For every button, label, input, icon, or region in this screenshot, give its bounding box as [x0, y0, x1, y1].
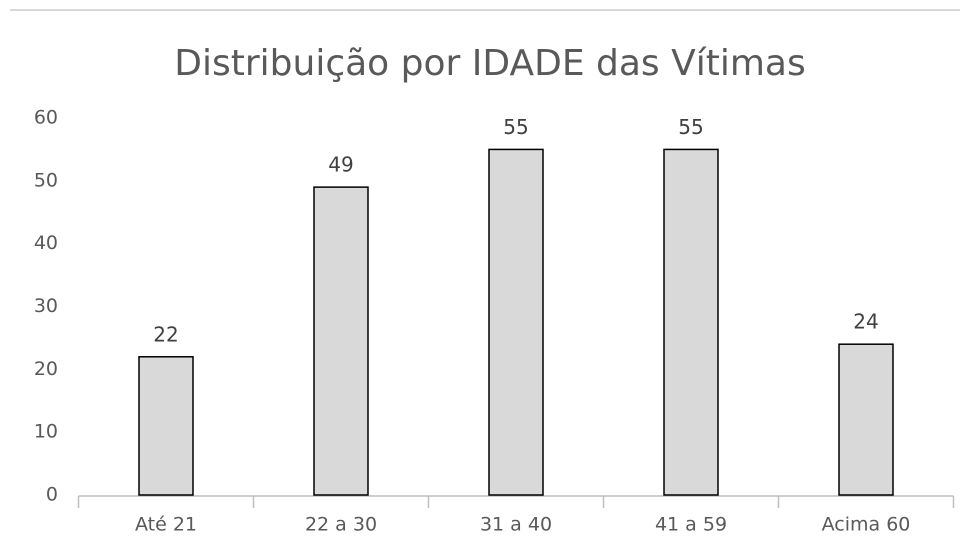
y-tick-label: 60 [34, 107, 58, 129]
data-label: 55 [678, 115, 703, 139]
x-tick-label: 22 a 30 [305, 514, 377, 536]
x-tick-label: 41 a 59 [655, 514, 727, 536]
data-label: 24 [853, 310, 878, 334]
x-tick-label: Acima 60 [822, 514, 911, 536]
data-label: 55 [503, 115, 528, 139]
chart-title: Distribuição por IDADE das Vítimas [174, 43, 806, 84]
y-tick-label: 0 [46, 484, 58, 506]
y-tick-label: 20 [34, 358, 58, 380]
bar [838, 343, 894, 496]
bar [313, 186, 369, 496]
bar [488, 148, 544, 496]
y-tick-label: 50 [34, 169, 58, 191]
x-tick-label: Até 21 [135, 514, 197, 536]
data-label: 22 [153, 322, 178, 346]
bar [138, 356, 194, 496]
y-tick-label: 40 [34, 232, 58, 254]
data-label: 49 [328, 153, 353, 177]
y-tick-label: 10 [34, 421, 58, 443]
y-tick-label: 30 [34, 295, 58, 317]
x-tick-label: 31 a 40 [480, 514, 552, 536]
bar [663, 148, 719, 496]
